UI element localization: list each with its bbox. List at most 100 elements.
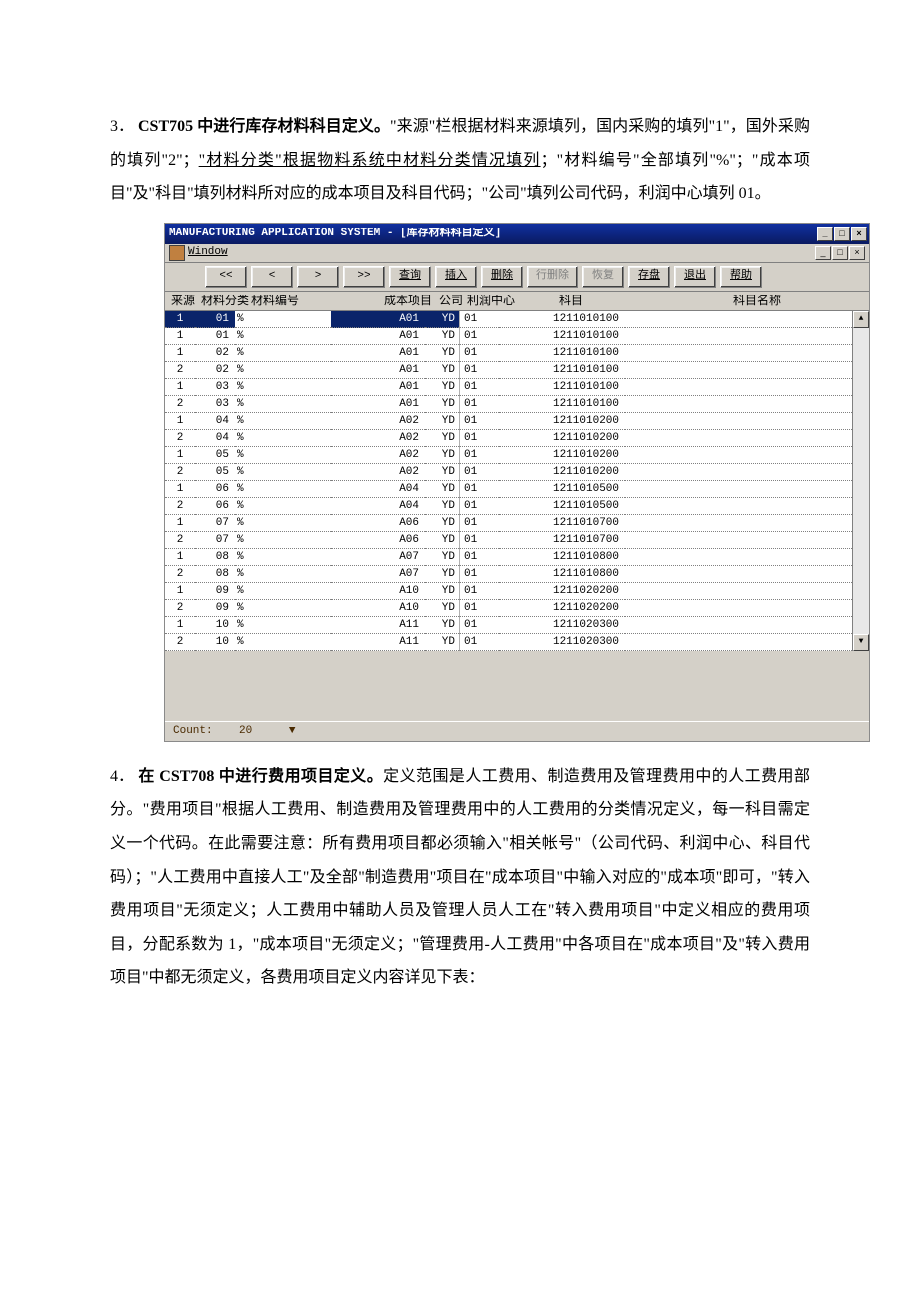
cell-acct: 1211010700: [499, 532, 625, 549]
table-row[interactable]: 108%A07YD011211010800: [165, 549, 852, 566]
table-row[interactable]: 209%A10YD011211020200: [165, 600, 852, 617]
table-row[interactable]: 109%A10YD011211020200: [165, 583, 852, 600]
nav-next-button[interactable]: >: [297, 266, 339, 288]
row-delete-button[interactable]: 行删除: [527, 266, 578, 288]
app-window: MANUFACTURING APPLICATION SYSTEM - [库存材料…: [164, 223, 870, 742]
save-button[interactable]: 存盘: [628, 266, 670, 288]
vertical-scrollbar[interactable]: ▲ ▼: [852, 311, 869, 651]
cell-cost: A11: [331, 634, 425, 651]
cell-acct: 1211010500: [499, 498, 625, 515]
table-row[interactable]: 105%A02YD011211010200: [165, 447, 852, 464]
cell-acct: 1211020200: [499, 600, 625, 617]
minimize-button[interactable]: _: [817, 227, 833, 241]
cell-cat: 07: [195, 532, 235, 549]
cell-src: 2: [165, 498, 195, 515]
item3-number: 3．: [110, 110, 138, 144]
cell-rest: [625, 600, 852, 617]
maximize-button[interactable]: □: [834, 227, 850, 241]
mdi-window-buttons: _ □ ×: [814, 246, 865, 260]
cell-src: 1: [165, 328, 195, 345]
cell-pc: 01: [459, 396, 499, 413]
cell-mat: %: [235, 566, 331, 583]
cell-co: YD: [425, 549, 459, 566]
scroll-track[interactable]: [853, 328, 869, 634]
cell-co: YD: [425, 396, 459, 413]
grid-header: 来源 材料分类 材料编号 成本项目 公司 利润中心 科目 科目名称: [165, 292, 869, 311]
cell-acct: 1211010100: [499, 379, 625, 396]
cell-cat: 04: [195, 413, 235, 430]
cell-src: 1: [165, 617, 195, 634]
table-row[interactable]: 208%A07YD011211010800: [165, 566, 852, 583]
cell-mat: %: [235, 328, 331, 345]
cell-cost: A02: [331, 464, 425, 481]
cell-rest: [625, 481, 852, 498]
cell-pc: 01: [459, 566, 499, 583]
cell-acct: 1211020200: [499, 583, 625, 600]
cell-src: 2: [165, 464, 195, 481]
table-row[interactable]: 205%A02YD011211010200: [165, 464, 852, 481]
cell-pc: 01: [459, 430, 499, 447]
cell-cost: A04: [331, 481, 425, 498]
table-row[interactable]: 203%A01YD011211010100: [165, 396, 852, 413]
cell-cost: A01: [331, 311, 425, 328]
cell-acct: 1211020300: [499, 617, 625, 634]
table-row[interactable]: 210%A11YD011211020300: [165, 634, 852, 651]
table-row[interactable]: 202%A01YD011211010100: [165, 362, 852, 379]
cell-cost: A02: [331, 430, 425, 447]
cell-mat: %: [235, 311, 331, 328]
cell-pc: 01: [459, 447, 499, 464]
table-row[interactable]: 101%A01YD011211010100: [165, 328, 852, 345]
table-row[interactable]: 102%A01YD011211010100: [165, 345, 852, 362]
table-row[interactable]: 104%A02YD011211010200: [165, 413, 852, 430]
mdi-maximize-button[interactable]: □: [832, 246, 848, 260]
cell-rest: [625, 583, 852, 600]
nav-prev-button[interactable]: <: [251, 266, 293, 288]
table-row[interactable]: 103%A01YD011211010100: [165, 379, 852, 396]
menu-window[interactable]: Window: [188, 247, 228, 258]
grid-rows[interactable]: 101%A01YD011211010100101%A01YD0112110101…: [165, 311, 852, 651]
table-row[interactable]: 110%A11YD011211020300: [165, 617, 852, 634]
cell-cat: 01: [195, 328, 235, 345]
cell-rest: [625, 396, 852, 413]
table-row[interactable]: 106%A04YD011211010500: [165, 481, 852, 498]
cell-cost: A07: [331, 549, 425, 566]
table-row[interactable]: 207%A06YD011211010700: [165, 532, 852, 549]
cell-co: YD: [425, 311, 459, 328]
scroll-up-icon[interactable]: ▲: [853, 311, 869, 328]
cell-acct: 1211010800: [499, 566, 625, 583]
cell-rest: [625, 566, 852, 583]
item3-para: 3．CST705 中进行库存材料科目定义。"来源"栏根据材料来源填列，国内采购的…: [110, 110, 810, 211]
restore-button[interactable]: 恢复: [582, 266, 624, 288]
scroll-down-icon[interactable]: ▼: [853, 634, 869, 651]
help-button[interactable]: 帮助: [720, 266, 762, 288]
table-row[interactable]: 107%A06YD011211010700: [165, 515, 852, 532]
cell-src: 2: [165, 634, 195, 651]
cell-mat: %: [235, 549, 331, 566]
table-row[interactable]: 204%A02YD011211010200: [165, 430, 852, 447]
cell-src: 2: [165, 566, 195, 583]
cell-src: 1: [165, 549, 195, 566]
table-row[interactable]: 101%A01YD011211010100: [165, 311, 852, 328]
close-button[interactable]: ×: [851, 227, 867, 241]
cell-mat: %: [235, 396, 331, 413]
cell-cost: A01: [331, 362, 425, 379]
app-icon: [169, 245, 185, 261]
window-buttons: _ □ ×: [816, 227, 867, 241]
cell-cost: A06: [331, 532, 425, 549]
mdi-minimize-button[interactable]: _: [815, 246, 831, 260]
exit-button[interactable]: 退出: [674, 266, 716, 288]
nav-last-button[interactable]: >>: [343, 266, 385, 288]
insert-button[interactable]: 插入: [435, 266, 477, 288]
mdi-close-button[interactable]: ×: [849, 246, 865, 260]
status-count-label: Count:: [173, 725, 213, 737]
grid-body: 101%A01YD011211010100101%A01YD0112110101…: [165, 311, 869, 651]
cell-src: 2: [165, 430, 195, 447]
nav-first-button[interactable]: <<: [205, 266, 247, 288]
delete-button[interactable]: 删除: [481, 266, 523, 288]
cell-co: YD: [425, 362, 459, 379]
table-row[interactable]: 206%A04YD011211010500: [165, 498, 852, 515]
cell-co: YD: [425, 447, 459, 464]
cell-cat: 02: [195, 345, 235, 362]
query-button[interactable]: 查询: [389, 266, 431, 288]
item3-title: CST705 中进行库存材料科目定义。: [138, 118, 390, 135]
